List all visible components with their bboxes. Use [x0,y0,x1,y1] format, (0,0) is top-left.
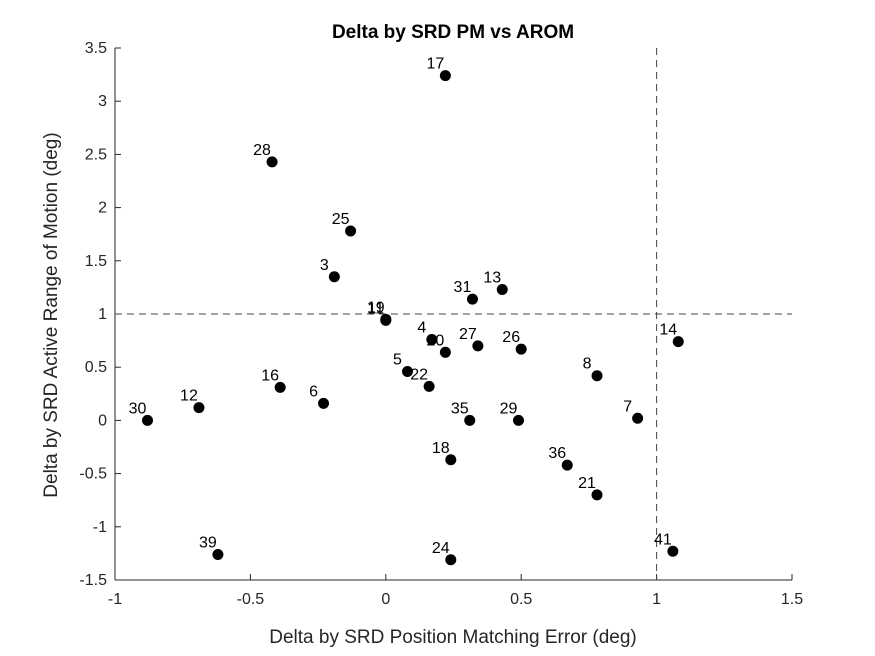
data-point [632,412,644,424]
x-tick-label: -1 [108,591,122,608]
data-point [464,414,476,426]
data-point [439,70,451,82]
x-tick-label: -0.5 [237,591,265,608]
data-point-label: 16 [261,367,279,384]
data-point-label: 31 [454,279,472,296]
y-axis-title: Delta by SRD Active Range of Motion (deg… [41,132,62,497]
data-point-label: 28 [253,142,271,159]
data-point-label: 21 [578,475,596,492]
data-point-label: 35 [451,400,469,417]
y-tick-label: 1.5 [85,253,107,270]
data-point-label: 24 [432,540,450,557]
plot-area: -1 -0.5 0 0.5 1 1.5-1.5-1-0.500.511.522.533.5… [79,40,803,608]
y-tick-label: 3.5 [85,40,107,57]
data-point-label: 39 [199,534,217,551]
data-point [667,545,679,557]
data-point [472,340,484,352]
x-tick-label: 1 [652,591,661,608]
y-tick-label: -1.5 [79,572,107,589]
data-point [445,454,457,466]
data-point [515,343,527,355]
data-point [672,336,684,348]
data-point [426,334,438,346]
data-point [466,293,478,305]
y-tick-label: 0 [98,412,107,429]
data-point [401,365,413,377]
y-tick-label: -0.5 [79,466,107,483]
y-tick-label: 2.5 [85,146,107,163]
data-point-label: 14 [659,322,677,339]
data-point [380,314,392,326]
data-point [318,397,330,409]
data-point-label: 29 [500,400,518,417]
y-tick-label: 1 [98,306,107,323]
x-tick-label: 1.5 [781,591,803,608]
data-point [591,489,603,501]
data-point [274,381,286,393]
y-tick-label: 3 [98,93,107,110]
data-point [193,402,205,414]
data-point-label: 3 [320,257,329,274]
data-point [512,414,524,426]
data-point-label: 7 [623,398,632,415]
data-point [345,225,357,237]
y-tick-label: 2 [98,200,107,217]
data-point [141,414,153,426]
chart-title: Delta by SRD PM vs AROM [332,22,574,43]
data-point-label: 13 [483,270,501,287]
data-point-label: 18 [432,440,450,457]
data-point-label: 6 [309,383,318,400]
x-tick-label: 0 [381,591,390,608]
data-point-label: 12 [180,388,198,405]
data-point-label: 4 [417,320,426,337]
data-point-label: 41 [654,531,672,548]
y-tick-label: -1 [93,519,107,536]
data-point-label: 26 [502,329,520,346]
data-point [445,554,457,566]
data-point-label: 5 [393,351,402,368]
data-point-label: 22 [410,366,428,383]
x-axis-title: Delta by SRD Position Matching Error (de… [269,627,636,648]
data-point-label: 8 [583,356,592,373]
data-point-label: 20 [426,332,444,349]
data-point-label: 30 [129,400,147,417]
data-point-label: 27 [459,326,477,343]
data-point [496,284,508,296]
data-point [212,548,224,560]
data-point [266,156,278,168]
data-point-label: 11 [367,300,384,317]
x-tick-label: 0.5 [510,591,532,608]
data-point [328,271,340,283]
data-point [439,346,451,358]
data-point-label: 25 [332,211,350,228]
data-point-label: 19 [367,299,385,316]
data-point [591,370,603,382]
data-point [561,459,573,471]
data-point [423,380,435,392]
y-tick-label: 0.5 [85,359,107,376]
data-point-label: 17 [426,56,444,73]
data-point-label: 36 [548,445,566,462]
